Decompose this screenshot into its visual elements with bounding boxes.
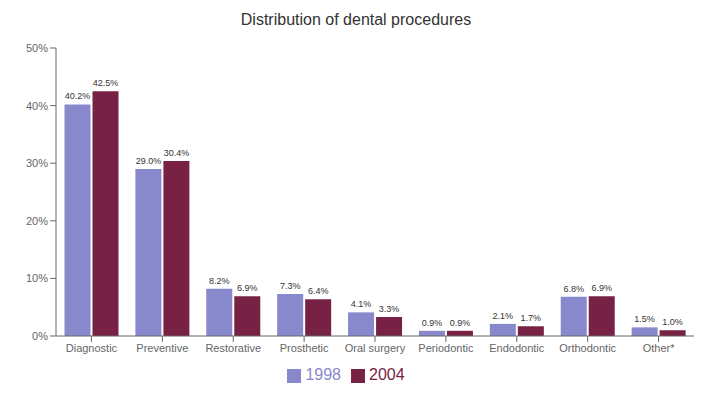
svg-text:Preventive: Preventive [136,342,188,354]
svg-text:Prosthetic: Prosthetic [280,342,329,354]
svg-text:0.9%: 0.9% [422,318,443,328]
svg-text:1.7%: 1.7% [521,313,542,323]
svg-text:6.4%: 6.4% [308,286,329,296]
svg-text:6.9%: 6.9% [237,283,258,293]
svg-text:Other*: Other* [643,342,676,354]
svg-text:1.5%: 1.5% [634,314,655,324]
svg-text:Oral surgery: Oral surgery [345,342,406,354]
svg-text:1.0%: 1.0% [662,317,683,327]
svg-text:2.1%: 2.1% [493,311,514,321]
svg-text:50%: 50% [26,42,48,54]
svg-text:7.3%: 7.3% [280,281,301,291]
svg-text:Endodontic: Endodontic [489,342,545,354]
svg-text:29.0%: 29.0% [136,156,162,166]
svg-text:4.1%: 4.1% [351,299,372,309]
svg-text:40%: 40% [26,100,48,112]
svg-text:Periodontic: Periodontic [418,342,474,354]
svg-text:6.8%: 6.8% [563,284,584,294]
svg-text:3.3%: 3.3% [379,304,400,314]
svg-text:40.2%: 40.2% [65,91,91,101]
svg-text:10%: 10% [26,272,48,284]
html-text:Distribution of dental procedu: Distribution of dental procedures [240,11,472,28]
svg-text:30.4%: 30.4% [164,148,190,158]
svg-text:8.2%: 8.2% [209,276,230,286]
svg-text:42.5%: 42.5% [93,78,119,88]
svg-text:0.9%: 0.9% [450,318,471,328]
html-text:1998: 1998 [305,366,341,383]
svg-text:Diagnostic: Diagnostic [66,342,118,354]
svg-text:6.9%: 6.9% [591,283,612,293]
svg-text:Orthodontic: Orthodontic [559,342,616,354]
html-text:2004: 2004 [369,366,405,383]
svg-text:Restorative: Restorative [205,342,261,354]
svg-text:30%: 30% [26,157,48,169]
svg-text:20%: 20% [26,215,48,227]
svg-text:0%: 0% [32,330,48,342]
